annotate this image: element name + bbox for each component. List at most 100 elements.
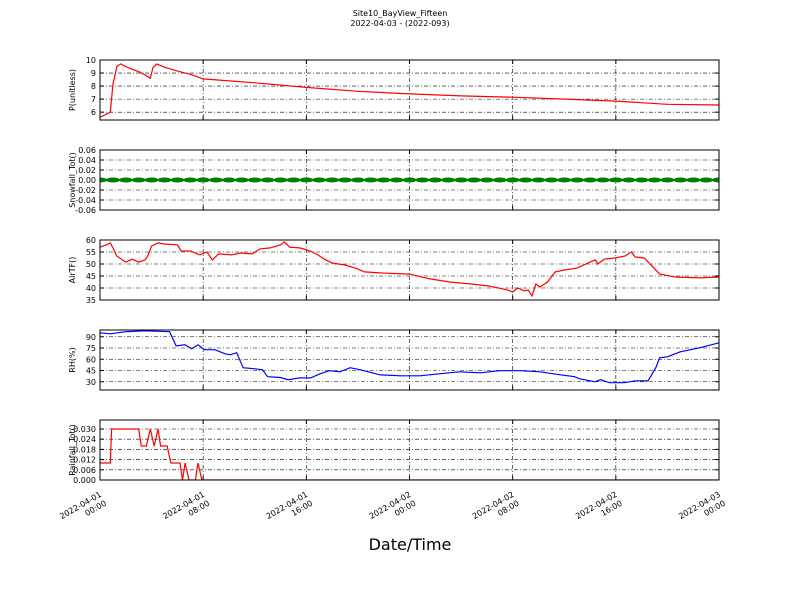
y-tick-label: 40 xyxy=(86,284,96,293)
data-point xyxy=(686,177,701,183)
plot-area xyxy=(100,63,719,118)
data-point xyxy=(531,177,546,183)
y-tick-label: 0.024 xyxy=(73,435,96,444)
data-point xyxy=(479,177,494,183)
y-axis-label: P(unitless) xyxy=(68,69,77,111)
x-tick-label: 2022-04-0200:00 xyxy=(368,490,418,530)
y-tick-label: 45 xyxy=(86,367,96,376)
data-point xyxy=(105,177,120,183)
data-point xyxy=(273,177,288,183)
chart-subtitle: 2022-04-03 - (2022-093) xyxy=(350,19,449,28)
x-tick-label: 2022-04-0300:00 xyxy=(677,490,727,530)
y-tick-label: 50 xyxy=(86,260,96,269)
data-line xyxy=(100,63,719,118)
data-point xyxy=(634,177,649,183)
y-tick-label: 0.02 xyxy=(78,166,96,175)
data-point xyxy=(247,177,262,183)
data-point xyxy=(492,177,507,183)
y-tick-label: 0.012 xyxy=(73,456,96,465)
y-axis-label: Snowfall_Tot() xyxy=(68,152,77,208)
data-point xyxy=(466,177,481,183)
y-tick-label: 35 xyxy=(86,296,96,305)
x-tick-label: 2022-04-0108:00 xyxy=(161,490,211,530)
y-tick-label: 55 xyxy=(86,248,96,257)
data-point xyxy=(505,177,520,183)
y-tick-label: 90 xyxy=(86,333,96,342)
axes-frame xyxy=(99,239,720,301)
plot-area xyxy=(100,330,719,384)
data-point xyxy=(221,177,236,183)
y-tick-label: -0.06 xyxy=(75,206,96,215)
y-tick-label: 6 xyxy=(91,108,96,117)
y-tick-label: 0.000 xyxy=(73,476,96,485)
data-point xyxy=(299,177,314,183)
data-point xyxy=(428,177,443,183)
data-point xyxy=(557,177,572,183)
y-tick-label: -0.04 xyxy=(75,196,96,205)
axes-frame xyxy=(99,419,720,481)
data-point xyxy=(621,177,636,183)
data-point xyxy=(325,177,340,183)
data-point xyxy=(286,177,301,183)
data-point xyxy=(363,177,378,183)
data-point xyxy=(376,177,391,183)
data-point xyxy=(402,177,417,183)
x-tick-label: 2022-04-0208:00 xyxy=(471,490,521,530)
data-point xyxy=(209,177,224,183)
y-tick-label: 0.030 xyxy=(73,425,96,434)
y-tick-label: 45 xyxy=(86,272,96,281)
data-point xyxy=(157,177,172,183)
y-tick-label: 30 xyxy=(86,378,96,387)
y-tick-label: 75 xyxy=(86,344,96,353)
data-point xyxy=(673,177,688,183)
data-point xyxy=(234,177,249,183)
data-point xyxy=(260,177,275,183)
y-tick-label: 0.06 xyxy=(78,146,96,155)
data-point xyxy=(389,177,404,183)
plot-area xyxy=(100,428,719,480)
data-point xyxy=(699,177,714,183)
x-tick-label: 2022-04-0116:00 xyxy=(265,490,315,530)
plot-area xyxy=(100,177,719,183)
y-tick-label: 0.04 xyxy=(78,156,96,165)
data-point xyxy=(595,177,610,183)
plot-area xyxy=(100,241,719,298)
data-line xyxy=(100,428,719,480)
y-tick-label: -0.02 xyxy=(75,186,96,195)
data-point xyxy=(415,177,430,183)
axes-frame xyxy=(99,59,720,121)
y-tick-label: 10 xyxy=(86,56,96,65)
y-tick-label: 9 xyxy=(91,69,96,78)
axes-frame xyxy=(99,149,720,211)
data-point xyxy=(647,177,662,183)
data-point xyxy=(660,177,675,183)
data-point xyxy=(712,177,719,183)
y-tick-label: 0.00 xyxy=(78,176,96,185)
data-point xyxy=(100,177,107,183)
y-tick-label: 8 xyxy=(91,82,96,91)
data-point xyxy=(350,177,365,183)
data-point xyxy=(338,177,353,183)
data-point xyxy=(183,177,198,183)
x-tick-label: 2022-04-0216:00 xyxy=(574,490,624,530)
axes-frame xyxy=(99,329,720,391)
data-point xyxy=(454,177,469,183)
data-point xyxy=(118,177,133,183)
y-axis-label: AirTF() xyxy=(68,257,77,284)
x-tick-label: 2022-04-0100:00 xyxy=(58,490,108,530)
data-point xyxy=(196,177,211,183)
y-axis-label: Rainfall_Tot() xyxy=(68,424,77,476)
data-point xyxy=(583,177,598,183)
data-point xyxy=(170,177,185,183)
chart-title: Site10_BayView_Fifteen xyxy=(353,9,448,18)
data-point xyxy=(570,177,585,183)
data-point xyxy=(131,177,146,183)
y-axis-label: RH(%) xyxy=(68,347,77,372)
y-tick-label: 0.018 xyxy=(73,445,96,454)
y-tick-label: 0.006 xyxy=(73,466,96,475)
data-point xyxy=(441,177,456,183)
data-line xyxy=(100,241,719,298)
y-tick-label: 60 xyxy=(86,355,96,364)
